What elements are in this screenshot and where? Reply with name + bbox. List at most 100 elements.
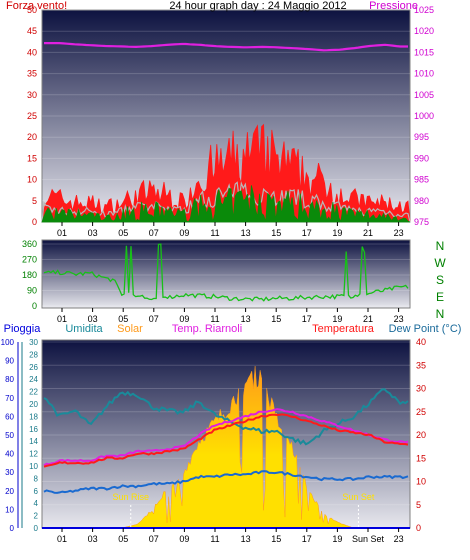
time-tick-label: 19: [332, 228, 342, 238]
pressure-tick-label: 975: [414, 217, 429, 227]
rain-tick-label: 10: [5, 505, 14, 514]
heat-index-line: [43, 408, 409, 467]
pressure-tick-label: 990: [414, 153, 429, 163]
rain-axis-ticks: 0 10 20 30 40 50 60 70 80 90 100: [1, 338, 19, 533]
wind-tick-label: 30: [27, 90, 37, 100]
rain-tick-label: 30: [5, 468, 14, 477]
temperature-tick-label: 20: [416, 430, 426, 440]
pressure-tick-label: 1000: [414, 111, 434, 121]
humidity-tick-label: 16: [29, 425, 38, 434]
humidity-tick-label: 10: [29, 462, 38, 471]
pressure-tick-label: 985: [414, 175, 429, 185]
wind-axis-title: Forza vento!: [6, 0, 67, 12]
time-tick-label: 05: [118, 314, 128, 324]
pressure-series: [44, 42, 408, 52]
pressure-tick-label: 1015: [414, 47, 434, 57]
pressure-tick-label: 1005: [414, 90, 434, 100]
wind-speed-area: [41, 185, 411, 223]
compass-tick-label: W: [434, 256, 446, 270]
legend-item: Solar: [117, 323, 143, 335]
time-tick-label: 03: [88, 228, 98, 238]
pressure-tick-label: 1020: [414, 26, 434, 36]
humidity-tick-label: 18: [29, 412, 38, 421]
time-tick-label: 23: [394, 314, 404, 324]
temperature-legend: Pioggia Umidita Solar Temp. Riarnoli Tempera…: [4, 323, 462, 335]
pressure-tick-label: 980: [414, 196, 429, 206]
time-tick-label: 13: [241, 228, 251, 238]
time-tick-label: 01: [57, 314, 67, 324]
time-tick-label: 07: [149, 314, 159, 324]
rain-tick-label: 100: [1, 338, 15, 347]
time-tick-label: 07: [149, 228, 159, 238]
wind-tick-label: 5: [32, 196, 37, 206]
direction-tick-label: 270: [22, 255, 37, 265]
compass-tick-label: N: [436, 239, 445, 253]
time-tick-label: 19: [332, 534, 342, 544]
temperature-line: [43, 413, 409, 468]
time-tick-label: 09: [179, 314, 189, 324]
dew-point-line: [43, 470, 409, 494]
direction-tick-label: 360: [22, 239, 37, 249]
wind-axis-ticks: 0 5 10 15 20 25 30 35 40 45 50: [27, 5, 37, 227]
direction-degree-ticks: 0 90 180 270 360: [22, 239, 37, 311]
direction-panel-background: [41, 239, 411, 309]
time-tick-label: 09: [179, 534, 189, 544]
legend-item: Pioggia: [4, 323, 42, 335]
temperature-tick-label: 40: [416, 337, 426, 347]
temperature-tick-label: 0: [416, 523, 421, 533]
time-tick-label: 17: [302, 228, 312, 238]
rain-tick-label: 70: [5, 394, 14, 403]
humidity-tick-label: 28: [29, 350, 38, 359]
pressure-tick-label: 1025: [414, 5, 434, 15]
humidity-tick-label: 2: [34, 512, 39, 521]
wind-tick-label: 25: [27, 111, 37, 121]
rain-tick-label: 50: [5, 431, 14, 440]
wind-tick-label: 20: [27, 132, 37, 142]
direction-tick-label: 180: [22, 270, 37, 280]
humidity-tick-label: 30: [29, 338, 38, 347]
time-tick-label: 11: [210, 228, 219, 238]
time-tick-label: 05: [118, 228, 128, 238]
humidity-tick-label: 0: [34, 524, 39, 533]
pressure-axis-ticks: 975 980 985 990 995 1000 1005 1010 1015 1020 1025: [414, 5, 434, 227]
direction-line: [43, 243, 409, 302]
wind-tick-label: 0: [32, 217, 37, 227]
time-tick-label: 21: [363, 314, 373, 324]
rain-tick-label: 80: [5, 375, 14, 384]
time-tick-label: 01: [57, 228, 67, 238]
time-tick-label: 11: [210, 314, 219, 324]
sunset-label: Sun Set: [342, 492, 375, 502]
legend-item: Umidita: [65, 323, 103, 335]
humidity-tick-label: 22: [29, 388, 38, 397]
wind-tick-label: 45: [27, 26, 37, 36]
legend-item: Temp. Riarnoli: [172, 323, 242, 335]
rain-tick-label: 40: [5, 450, 14, 459]
time-tick-label: 23: [394, 228, 404, 238]
wind-tick-label: 50: [27, 5, 37, 15]
time-tick-label: 03: [88, 534, 98, 544]
humidity-tick-label: 8: [34, 474, 39, 483]
sun-annotations: Sun Rise Sun Set: [112, 492, 375, 528]
temperature-tick-label: 15: [416, 453, 426, 463]
time-tick-label: 07: [149, 534, 159, 544]
rain-tick-label: 60: [5, 412, 14, 421]
chart-title: 24 hour graph day : 24 Maggio 2012: [169, 0, 346, 12]
time-tick-label: 15: [271, 534, 281, 544]
humidity-tick-label: 12: [29, 450, 38, 459]
time-tick-label: 17: [302, 534, 312, 544]
time-tick-label: 01: [57, 534, 67, 544]
time-tick-label: 13: [241, 534, 251, 544]
time-tick-label: 03: [88, 314, 98, 324]
compass-tick-label: N: [436, 307, 445, 321]
time-tick-label: 13: [241, 314, 251, 324]
time-tick-label: 23: [394, 534, 404, 544]
wind-speed-series: [41, 185, 411, 223]
pressure-line: [44, 42, 408, 52]
wind-tick-label: 35: [27, 69, 37, 79]
pressure-tick-label: 1010: [414, 69, 434, 79]
time-tick-label: 05: [118, 534, 128, 544]
rain-tick-label: 20: [5, 487, 14, 496]
direction-series: [43, 243, 409, 302]
